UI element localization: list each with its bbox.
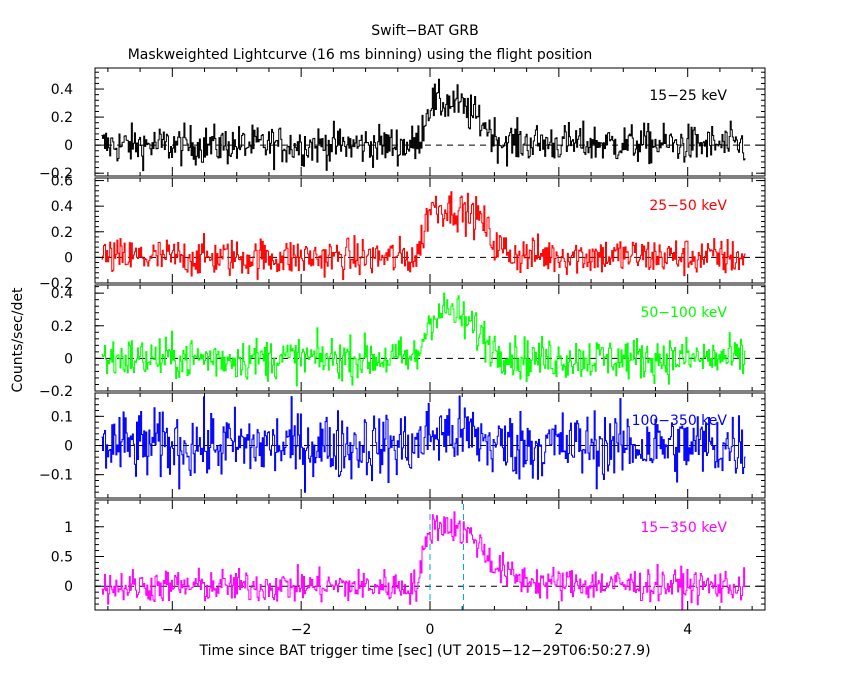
lightcurve-series-1	[101, 78, 746, 172]
lightcurve-series-5	[101, 511, 746, 610]
y-tick-label: 1	[64, 520, 73, 536]
y-tick-label: −0.1	[39, 468, 73, 484]
lightcurve-series-4	[101, 395, 746, 493]
panel-4: −0.1 0 0.1 100−350 keV	[39, 392, 766, 499]
y-tick-label: −0.2	[39, 276, 73, 292]
x-tick-label: −2	[291, 622, 312, 638]
series-label: 15−25 keV	[649, 88, 727, 104]
series-label: 25−50 keV	[649, 198, 727, 214]
series-label: 15−350 keV	[640, 520, 727, 536]
chart-title: Swift−BAT GRB	[371, 23, 478, 39]
y-tick-label: 0.5	[51, 549, 73, 565]
lightcurve-series-2	[101, 191, 746, 281]
x-tick-label: 0	[426, 622, 435, 638]
y-tick-label: 0.2	[51, 110, 73, 126]
panel-1: −0.2 0 0.2 0.4 15−25 keV	[39, 67, 766, 182]
y-tick-label: 0.4	[51, 82, 73, 98]
y-tick-label: 0	[64, 439, 73, 455]
y-tick-label: 0.6	[51, 174, 73, 190]
x-tick-label: 4	[683, 622, 692, 638]
lightcurve-series-3	[101, 292, 746, 387]
x-tick-label: −4	[162, 622, 183, 638]
y-axis-label: Counts/sec/det	[10, 287, 26, 392]
chart-subtitle: Maskweighted Lightcurve (16 ms binning) …	[128, 47, 593, 63]
y-tick-label: 0	[64, 579, 73, 595]
x-axis-label: Time since BAT trigger time [sec] (UT 20…	[198, 643, 650, 659]
series-label: 100−350 keV	[632, 413, 728, 429]
panel-5: 0 0.5 1 15−350 keV	[51, 499, 766, 611]
y-tick-label: 0.1	[51, 409, 73, 425]
panel-2: −0.2 0 0.2 0.4 0.6 25−50 keV	[39, 174, 766, 292]
y-tick-label: 0.4	[51, 199, 73, 215]
y-tick-label: 0.4	[51, 286, 73, 302]
y-tick-label: 0	[64, 250, 73, 266]
y-tick-label: −0.2	[39, 166, 73, 182]
series-label: 50−100 keV	[640, 305, 727, 321]
panel-3: −0.2 0 0.2 0.4 50−100 keV	[39, 284, 766, 400]
y-tick-label: 0.2	[51, 225, 73, 241]
y-tick-label: −0.2	[39, 384, 73, 400]
y-tick-label: 0.2	[51, 319, 73, 335]
y-tick-label: 0	[64, 138, 73, 154]
x-tick-label: 2	[554, 622, 563, 638]
y-tick-label: 0	[64, 351, 73, 367]
panel-frame	[94, 284, 766, 392]
panels-group: −0.2 0 0.2 0.4 15−25 keV −0.2 0 0.2 0.4 0.6 25−50 …	[39, 67, 766, 638]
